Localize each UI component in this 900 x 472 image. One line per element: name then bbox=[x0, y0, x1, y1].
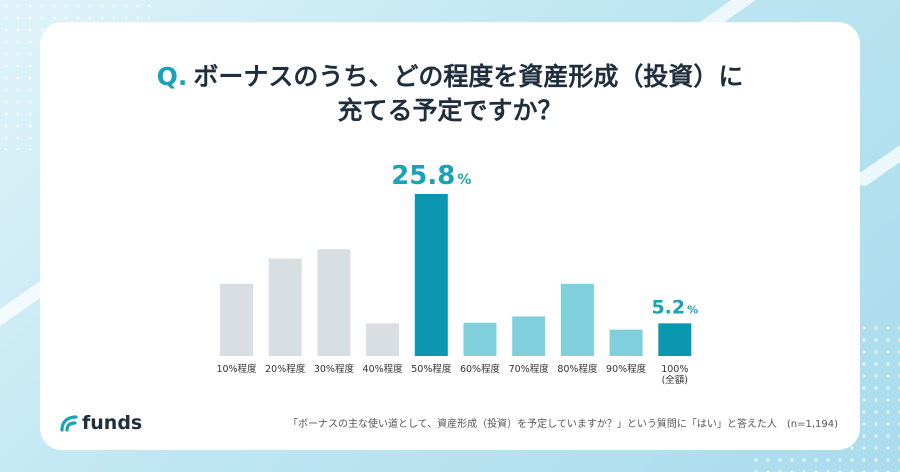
x-tick-label: 70%程度 bbox=[509, 363, 550, 375]
x-tick-label: 20%程度 bbox=[265, 363, 306, 375]
title-text-1: ボーナスのうち、どの程度を資産形成（投資）に bbox=[193, 62, 744, 91]
bar bbox=[658, 323, 692, 356]
survey-footnote: 「ボーナスの主な使い道として、資産形成（投資）を予定していますか？」という質問に… bbox=[287, 419, 838, 430]
funds-logo-icon bbox=[60, 415, 78, 432]
bar bbox=[317, 249, 351, 356]
x-tick-label: 90%程度 bbox=[606, 363, 647, 375]
title-line-1: Q. ボーナスのうち、どの程度を資産形成（投資）に bbox=[40, 60, 860, 94]
bar bbox=[414, 194, 448, 356]
x-tick-label: 60%程度 bbox=[460, 363, 501, 375]
data-label: 5.2% bbox=[651, 296, 698, 318]
bar bbox=[609, 329, 643, 356]
x-tick-label: 10%程度 bbox=[216, 363, 257, 375]
chart-card: Q. ボーナスのうち、どの程度を資産形成（投資）に 充てる予定ですか？ 10%程度… bbox=[40, 22, 860, 450]
bar bbox=[463, 322, 497, 356]
funds-logo: funds bbox=[60, 412, 142, 434]
decor-stripe bbox=[854, 125, 900, 189]
x-tick-label: 50%程度 bbox=[411, 363, 452, 375]
x-tick-label: (全額) bbox=[662, 374, 688, 386]
bar bbox=[512, 316, 546, 356]
bar bbox=[268, 258, 302, 356]
funds-logo-text: funds bbox=[82, 412, 143, 434]
x-tick-label: 80%程度 bbox=[557, 363, 598, 375]
question-title: Q. ボーナスのうち、どの程度を資産形成（投資）に 充てる予定ですか？ bbox=[40, 60, 860, 128]
question-mark-label: Q. bbox=[156, 62, 188, 91]
title-line-2: 充てる予定ですか？ bbox=[337, 96, 563, 125]
x-tick-label: 100% bbox=[661, 364, 688, 375]
bar-chart: 10%程度 20%程度 30%程度 40%程度 50%程度 60%程度 70%程度 80%程度… bbox=[216, 161, 698, 386]
bar bbox=[560, 283, 594, 356]
x-tick-label: 40%程度 bbox=[363, 363, 404, 375]
x-tick-label: 30%程度 bbox=[314, 363, 355, 375]
bar bbox=[366, 323, 400, 356]
bar bbox=[220, 283, 253, 356]
data-label: 25.8% bbox=[391, 161, 471, 191]
